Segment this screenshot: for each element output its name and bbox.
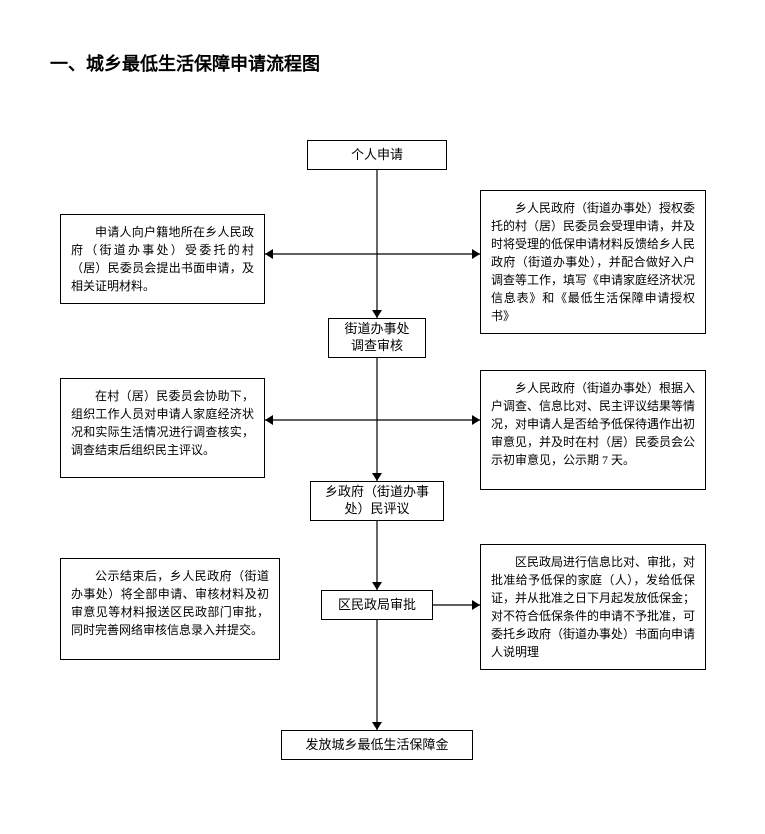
- side-note-s1: 申请人向户籍地所在乡人民政府（街道办事处）受委托的村（居）民委员会提出书面申请，…: [60, 214, 265, 304]
- flow-node-c4: 区民政局审批: [321, 590, 433, 620]
- side-note-s2: 乡人民政府（街道办事处）授权委托的村（居）民委员会受理申请，并及时将受理的低保申…: [480, 190, 706, 334]
- side-note-s5: 公示结束后，乡人民政府（街道办事处）将全部申请、审核材料及初审意见等材料报送区民…: [60, 558, 280, 660]
- flow-node-c5: 发放城乡最低生活保障金: [281, 730, 473, 760]
- side-note-s4: 乡人民政府（街道办事处）根据入户调查、信息比对、民主评议结果等情况，对申请人是否…: [480, 370, 706, 490]
- side-note-s6: 区民政局进行信息比对、审批，对批准给予低保的家庭（人），发给低保证，并从批准之日…: [480, 544, 706, 670]
- side-note-s3: 在村（居）民委员会协助下，组织工作人员对申请人家庭经济状况和实际生活情况进行调查…: [60, 378, 265, 478]
- flow-node-c1: 个人申请: [307, 140, 447, 170]
- page-title: 一、城乡最低生活保障申请流程图: [50, 50, 320, 76]
- flow-node-c3: 乡政府（街道办事处）民评议: [310, 481, 444, 521]
- flow-node-c2: 街道办事处调查审核: [328, 318, 426, 358]
